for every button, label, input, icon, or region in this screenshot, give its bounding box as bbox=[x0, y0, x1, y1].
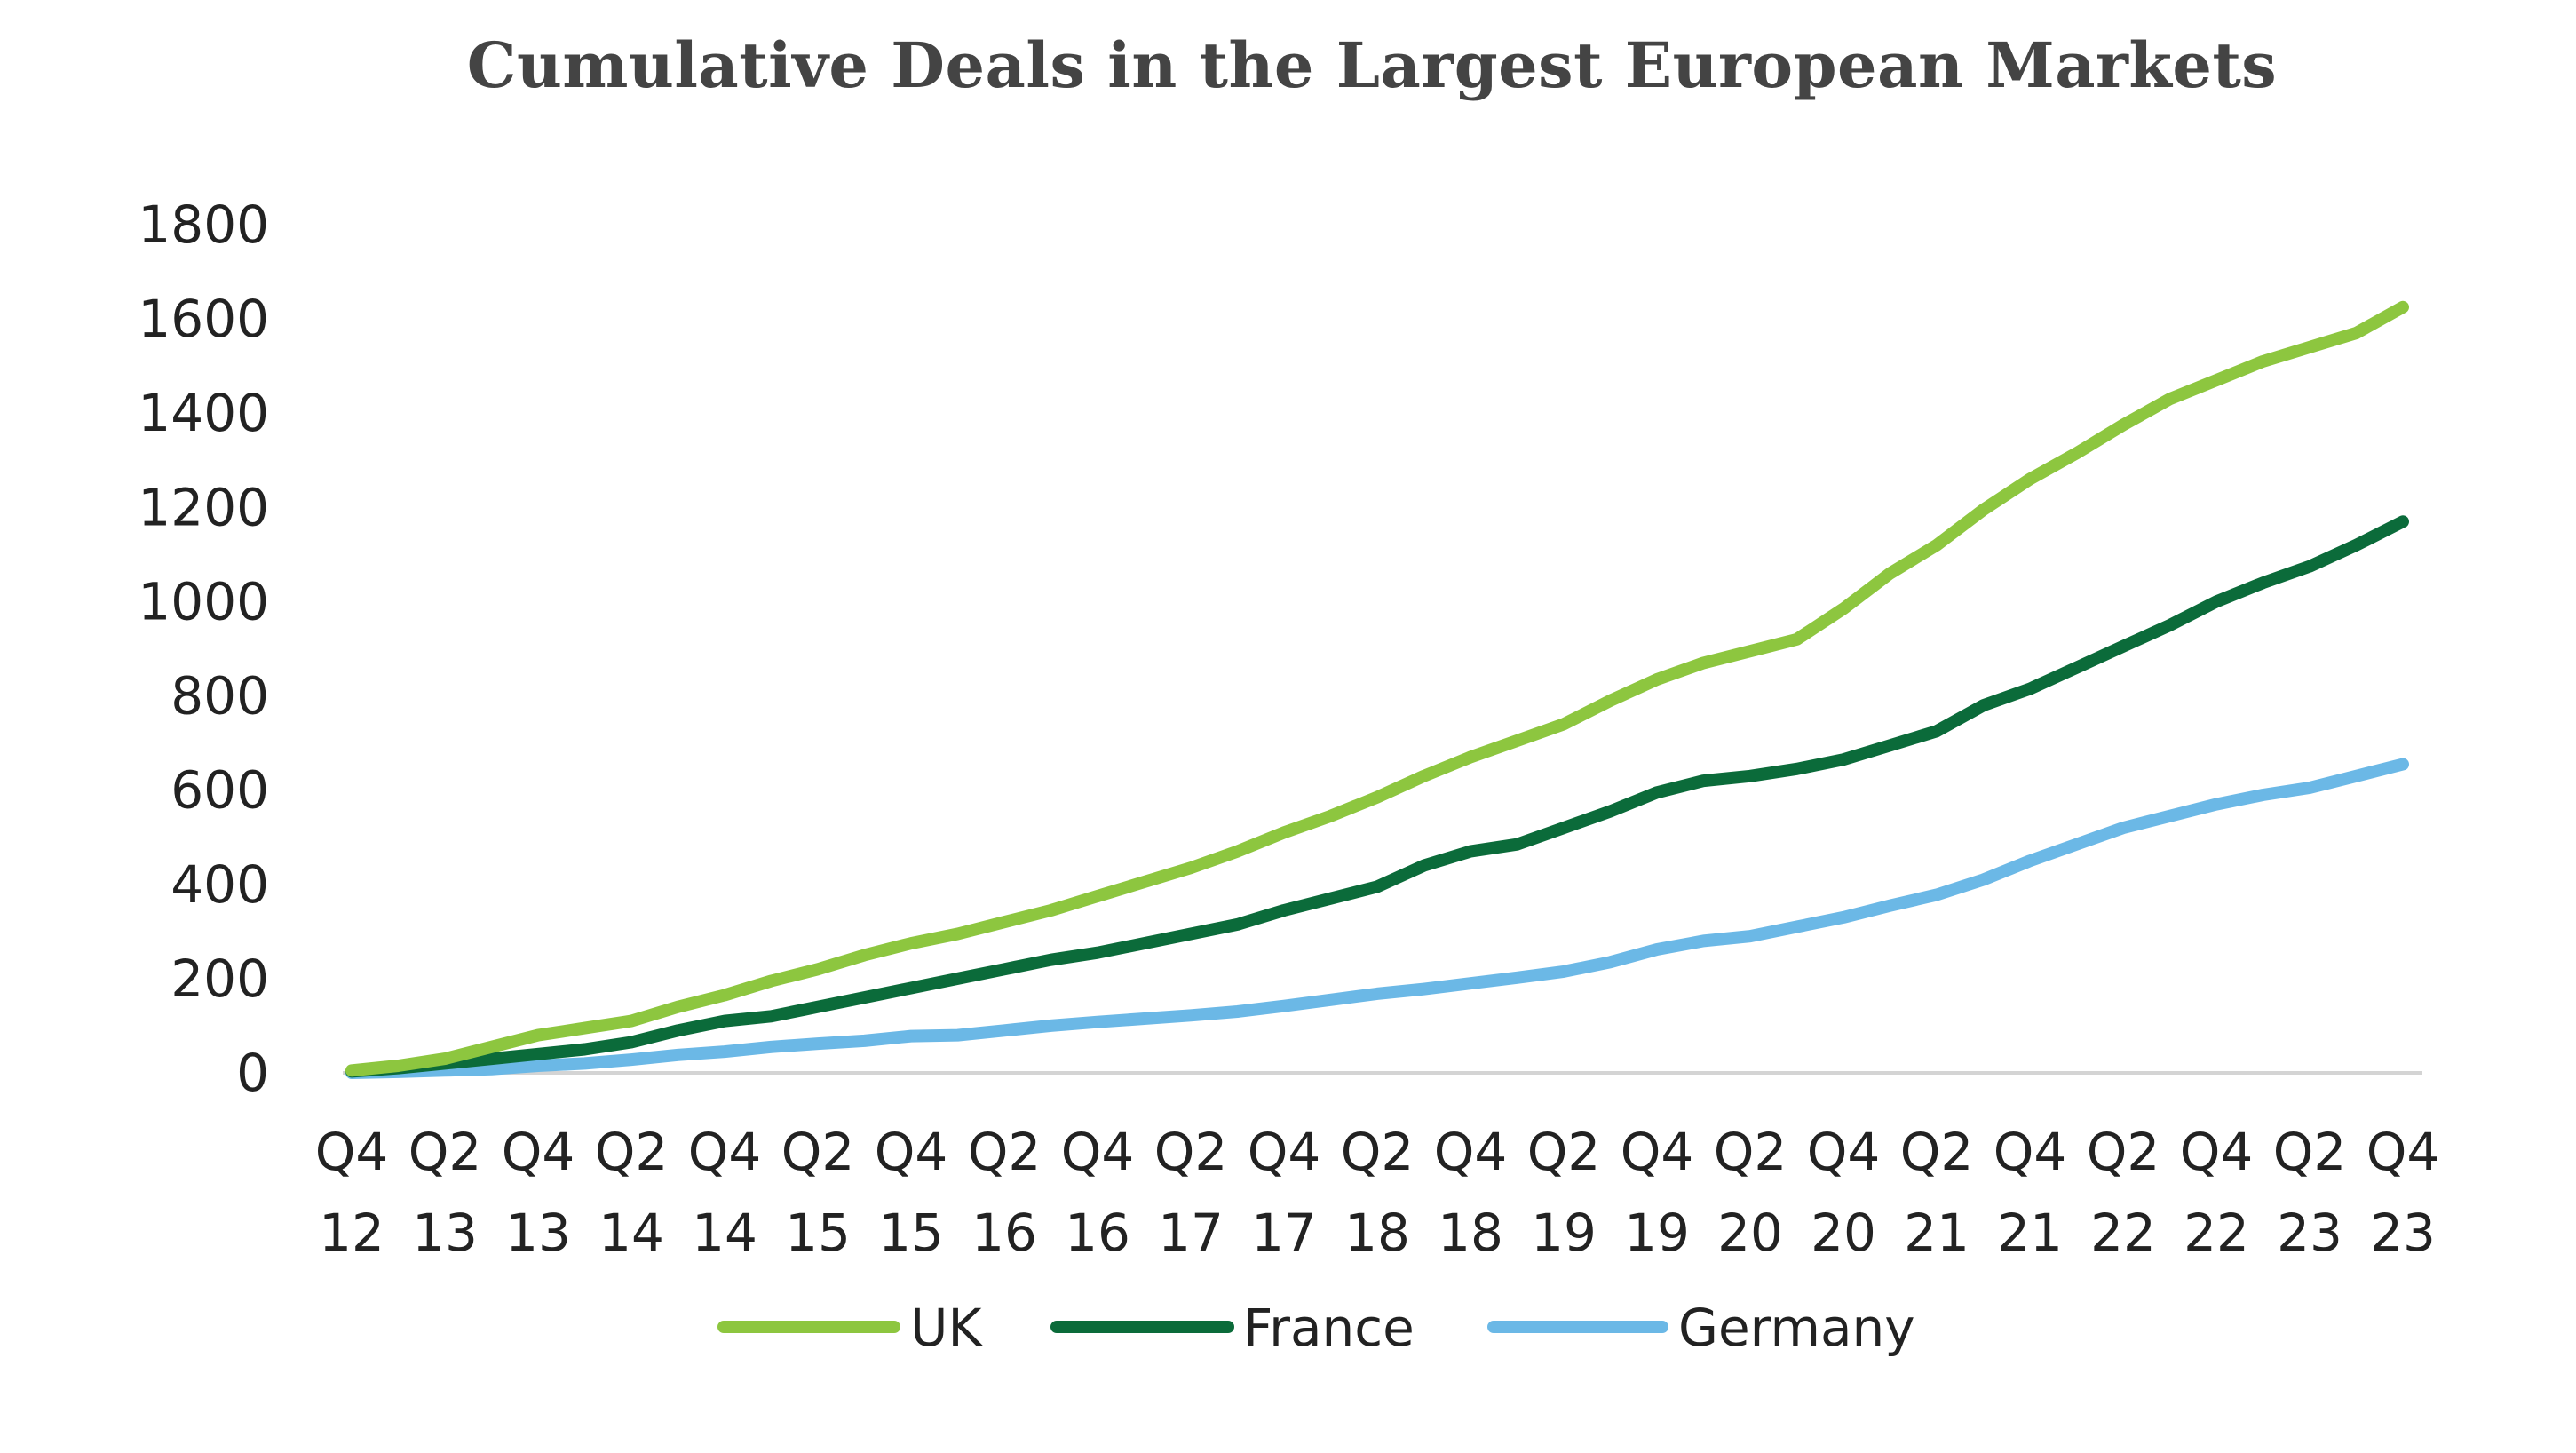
y-tick-label: 1800 bbox=[138, 195, 269, 255]
x-tick-label-quarter: Q2 bbox=[408, 1122, 482, 1182]
x-axis: Q412Q213Q413Q214Q414Q215Q415Q216Q416Q217… bbox=[315, 1122, 2440, 1263]
x-tick-label-year: 18 bbox=[1344, 1203, 1410, 1263]
series-layer bbox=[345, 300, 2409, 1079]
legend: UK France Germany bbox=[717, 1298, 1915, 1358]
x-tick-label-year: 13 bbox=[412, 1203, 478, 1263]
x-tick-label-quarter: Q2 bbox=[781, 1122, 855, 1182]
x-tick-label-year: 17 bbox=[1251, 1203, 1317, 1263]
y-tick-label: 200 bbox=[170, 949, 269, 1009]
y-tick-label: 1000 bbox=[138, 571, 269, 631]
y-axis: 0 200 400 600 800 1000 1200 1400 1600 1800 bbox=[138, 195, 2422, 1103]
y-tick-label: 1400 bbox=[138, 383, 269, 443]
y-tick-label: 400 bbox=[170, 854, 269, 915]
legend-item-uk: UK bbox=[717, 1298, 983, 1358]
x-tick-label-quarter: Q2 bbox=[1900, 1122, 1974, 1182]
x-tick-label-quarter: Q4 bbox=[2180, 1122, 2254, 1182]
y-tick-label: 800 bbox=[170, 666, 269, 726]
y-tick-label: 0 bbox=[236, 1043, 269, 1103]
x-tick-label-year: 18 bbox=[1438, 1203, 1503, 1263]
x-tick-label-year: 16 bbox=[971, 1203, 1037, 1263]
x-tick-label-year: 22 bbox=[2090, 1203, 2156, 1263]
y-tick-label: 1600 bbox=[138, 289, 269, 349]
x-tick-label-year: 23 bbox=[2370, 1203, 2436, 1263]
x-tick-label-year: 23 bbox=[2277, 1203, 2342, 1263]
x-tick-label-year: 19 bbox=[1624, 1203, 1690, 1263]
x-tick-label-quarter: Q4 bbox=[875, 1122, 948, 1182]
legend-item-germany: Germany bbox=[1487, 1298, 1915, 1358]
y-tick-label: 600 bbox=[170, 760, 269, 821]
x-tick-label-quarter: Q4 bbox=[2366, 1122, 2440, 1182]
x-tick-label-year: 22 bbox=[2184, 1203, 2249, 1263]
x-tick-label-year: 21 bbox=[1904, 1203, 1970, 1263]
legend-label: Germany bbox=[1678, 1298, 1915, 1358]
series-line-france bbox=[345, 515, 2409, 1078]
x-tick-label-quarter: Q2 bbox=[968, 1122, 1042, 1182]
x-tick-label-quarter: Q2 bbox=[1714, 1122, 1787, 1182]
x-tick-label-year: 14 bbox=[598, 1203, 664, 1263]
x-tick-label-quarter: Q2 bbox=[2087, 1122, 2160, 1182]
x-tick-label-quarter: Q4 bbox=[1434, 1122, 1508, 1182]
x-tick-label-quarter: Q4 bbox=[1993, 1122, 2067, 1182]
x-tick-label-year: 12 bbox=[319, 1203, 384, 1263]
x-tick-label-quarter: Q2 bbox=[595, 1122, 669, 1182]
legend-label: France bbox=[1243, 1298, 1415, 1358]
x-tick-label-quarter: Q4 bbox=[1061, 1122, 1135, 1182]
chart-title: Cumulative Deals in the Largest European… bbox=[466, 28, 2278, 102]
x-tick-label-quarter: Q4 bbox=[1621, 1122, 1694, 1182]
x-tick-label-quarter: Q2 bbox=[1154, 1122, 1228, 1182]
x-tick-label-quarter: Q4 bbox=[1248, 1122, 1321, 1182]
x-tick-label-year: 16 bbox=[1065, 1203, 1130, 1263]
x-tick-label-quarter: Q2 bbox=[1527, 1122, 1601, 1182]
x-tick-label-quarter: Q4 bbox=[315, 1122, 389, 1182]
series-line-uk bbox=[345, 300, 2409, 1077]
y-tick-label: 1200 bbox=[138, 477, 269, 537]
x-tick-label-year: 15 bbox=[785, 1203, 851, 1263]
x-tick-label-year: 20 bbox=[1717, 1203, 1783, 1263]
x-tick-label-quarter: Q4 bbox=[502, 1122, 575, 1182]
legend-label: UK bbox=[910, 1298, 983, 1358]
x-tick-label-year: 15 bbox=[878, 1203, 944, 1263]
x-tick-label-year: 21 bbox=[1997, 1203, 2063, 1263]
series-line-germany bbox=[345, 758, 2409, 1079]
x-tick-label-quarter: Q4 bbox=[1807, 1122, 1881, 1182]
legend-item-france: France bbox=[1050, 1298, 1415, 1358]
x-tick-label-year: 13 bbox=[505, 1203, 571, 1263]
x-tick-label-quarter: Q4 bbox=[688, 1122, 762, 1182]
x-tick-label-quarter: Q2 bbox=[1341, 1122, 1415, 1182]
x-tick-label-year: 19 bbox=[1531, 1203, 1597, 1263]
x-tick-label-quarter: Q2 bbox=[2273, 1122, 2347, 1182]
x-tick-label-year: 14 bbox=[692, 1203, 757, 1263]
x-tick-label-year: 17 bbox=[1158, 1203, 1224, 1263]
x-tick-label-year: 20 bbox=[1811, 1203, 1876, 1263]
